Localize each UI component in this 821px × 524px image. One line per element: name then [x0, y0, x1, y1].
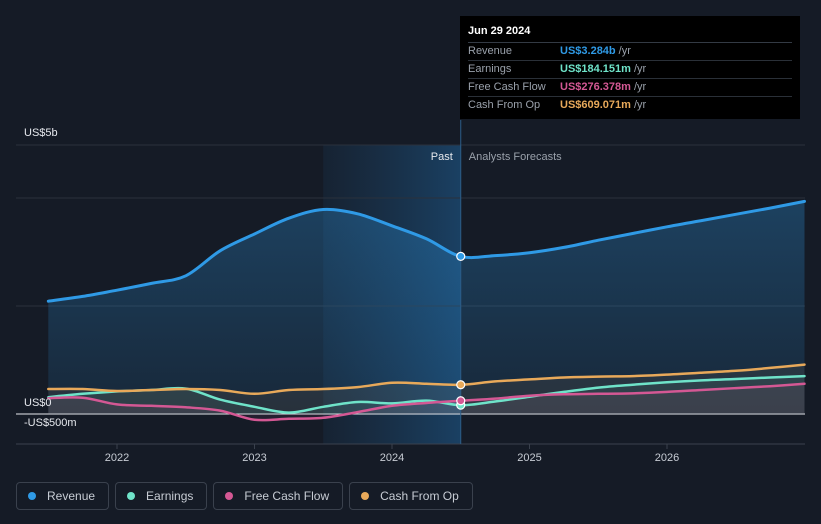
legend-label: Earnings — [146, 489, 194, 503]
legend-item-free-cash-flow[interactable]: Free Cash Flow — [213, 482, 344, 510]
legend-label: Cash From Op — [380, 489, 459, 503]
x-tick-label: 2025 — [517, 452, 541, 464]
area-revenue — [48, 201, 805, 414]
area-free-cash-flow — [48, 383, 805, 421]
tooltip-value: US$276.378m — [560, 81, 631, 93]
legend-dot-icon — [225, 492, 234, 500]
tooltip-unit: /yr — [633, 63, 647, 75]
x-tick-label: 2026 — [655, 452, 679, 464]
tooltip-value: US$184.151m — [560, 63, 631, 75]
tooltip-label: Free Cash Flow — [468, 81, 546, 93]
tooltip-row-earnings: Earnings US$184.151m /yr — [468, 61, 792, 79]
point-free-cash-flow — [456, 396, 466, 406]
tooltip-row-cash-from-op: Cash From Op US$609.071m /yr — [468, 97, 792, 114]
tooltip-label: Earnings — [468, 63, 512, 75]
point-revenue — [456, 251, 466, 261]
line-free-cash-flow — [47, 382, 806, 422]
y-tick-label: US$0 — [24, 397, 52, 409]
tooltip-row-revenue: Revenue US$3.284b /yr — [468, 43, 792, 61]
tooltip: Jun 29 2024 Revenue US$3.284b /yr Earnin… — [460, 16, 800, 119]
tooltip-value: US$3.284b — [560, 45, 616, 57]
legend-label: Revenue — [47, 489, 96, 503]
legend-dot-icon — [127, 492, 136, 500]
tooltip-date: Jun 29 2024 — [468, 24, 792, 43]
legend-item-earnings[interactable]: Earnings — [115, 482, 208, 510]
line-revenue — [46, 199, 806, 303]
y-tick-label: -US$500m — [24, 417, 77, 429]
tooltip-unit: /yr — [633, 81, 647, 93]
legend-label: Free Cash Flow — [244, 489, 330, 503]
forecast-label: Analysts Forecasts — [469, 151, 562, 163]
tooltip-value: US$609.071m — [560, 99, 631, 111]
tooltip-row-free-cash-flow: Free Cash Flow US$276.378m /yr — [468, 79, 792, 97]
tooltip-label: Cash From Op — [468, 99, 541, 111]
line-cash-from-op — [47, 363, 806, 396]
x-tick-label: 2022 — [105, 452, 129, 464]
y-tick-label: US$5b — [24, 127, 58, 139]
point-cash-from-op — [456, 380, 466, 390]
legend-item-cash-from-op[interactable]: Cash From Op — [349, 482, 473, 510]
x-tick-label: 2024 — [380, 452, 404, 464]
x-tick-label: 2023 — [242, 452, 266, 464]
tooltip-label: Revenue — [468, 45, 513, 57]
tooltip-unit: /yr — [618, 45, 631, 57]
legend: Revenue Earnings Free Cash Flow Cash Fro… — [16, 482, 473, 510]
past-label: Past — [431, 151, 453, 163]
legend-item-revenue[interactable]: Revenue — [16, 482, 110, 510]
legend-dot-icon — [361, 492, 370, 500]
tooltip-unit: /yr — [633, 99, 647, 111]
legend-dot-icon — [28, 492, 36, 500]
